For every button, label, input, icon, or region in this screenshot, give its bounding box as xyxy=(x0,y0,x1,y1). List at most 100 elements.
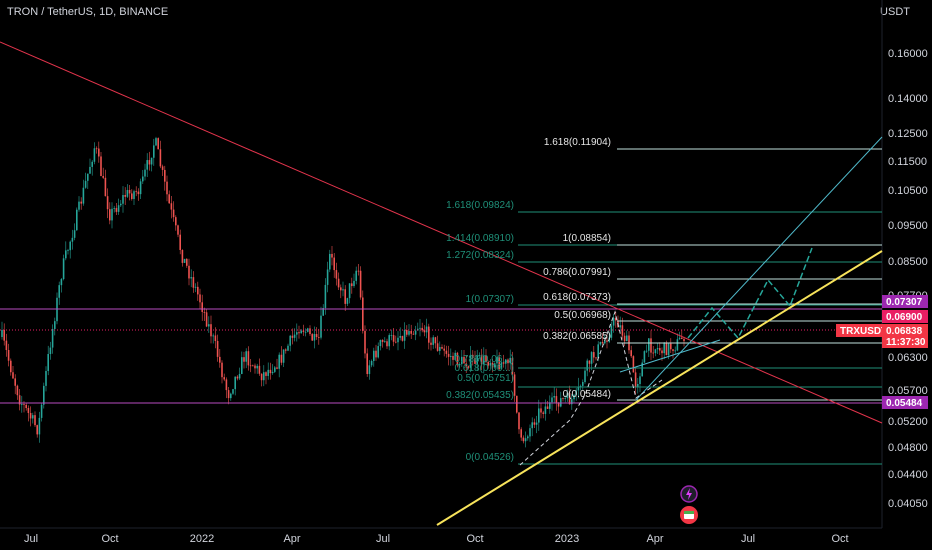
candle-body xyxy=(665,342,668,356)
candle-body xyxy=(263,372,265,381)
fib-left-label: 0.786(0.06...) xyxy=(455,354,514,365)
candle-body xyxy=(392,335,395,342)
candle-body xyxy=(661,350,663,354)
candle-body xyxy=(676,339,679,351)
y-axis[interactable]: 0.16000 0.14000 0.12500 0.11500 0.10500 0.095… xyxy=(888,48,928,510)
channel-upper-line xyxy=(635,136,883,401)
candle-body xyxy=(76,209,78,231)
candle-body xyxy=(65,250,67,259)
price-tag-label: 11:37:30 xyxy=(886,337,926,348)
candle-body xyxy=(474,358,476,364)
candle-body xyxy=(573,394,575,400)
price-tag-bg xyxy=(836,324,882,337)
candle-body xyxy=(344,289,346,304)
candle-body xyxy=(73,230,76,238)
candle-body xyxy=(524,438,527,442)
candle-body xyxy=(432,337,434,345)
candle-body xyxy=(293,334,296,338)
candle-body xyxy=(445,350,448,354)
candle-body xyxy=(571,399,573,405)
fib-right-label: 0.5(0.06968) xyxy=(554,310,611,321)
candle-body xyxy=(109,209,111,221)
y-tick-label: 0.08500 xyxy=(888,256,928,268)
price-tag-label: 0.06900 xyxy=(886,312,923,323)
y-tick-label: 0.10500 xyxy=(888,185,928,197)
uptrend-line xyxy=(436,250,883,526)
candle-body xyxy=(456,352,459,366)
candle-body xyxy=(27,407,30,413)
candle-body xyxy=(309,328,311,335)
candle-body xyxy=(586,360,588,371)
candle-body xyxy=(538,408,540,423)
candle-body xyxy=(634,372,637,387)
fib-left-lines xyxy=(518,211,882,465)
candle-body xyxy=(549,402,551,409)
candle-body xyxy=(465,363,467,367)
candle-body xyxy=(148,160,151,165)
x-tick-label: Oct xyxy=(466,533,483,545)
candle-body xyxy=(181,249,184,263)
candle-body xyxy=(542,412,544,414)
candle-body xyxy=(258,365,261,374)
earnings-icon[interactable] xyxy=(680,506,698,524)
candle-body xyxy=(546,406,549,409)
candle-body xyxy=(522,437,525,442)
candle-body xyxy=(192,277,195,288)
candle-body xyxy=(153,145,155,158)
candle-body xyxy=(318,337,320,338)
candle-body xyxy=(505,359,507,364)
candle-body xyxy=(650,338,652,353)
y-tick-label: 0.11500 xyxy=(888,156,927,168)
candle-body xyxy=(342,289,344,291)
candle-body xyxy=(296,332,298,335)
candle-body xyxy=(170,203,173,210)
candle-body xyxy=(78,201,80,210)
candle-body xyxy=(89,166,91,174)
candle-body xyxy=(557,402,560,407)
y-tick-label: 0.12500 xyxy=(888,128,928,140)
candle-body xyxy=(329,253,331,270)
candle-body xyxy=(513,374,516,396)
y-tick-label: 0.16000 xyxy=(888,48,928,60)
x-axis[interactable]: Jul Oct 2022 Apr Jul Oct 2023 Apr Jul Oct xyxy=(24,533,849,545)
candle-body xyxy=(186,258,188,266)
candle-body xyxy=(326,269,329,285)
candle-body xyxy=(463,356,465,364)
candle-body xyxy=(560,398,562,407)
y-tick-label: 0.06300 xyxy=(888,352,928,364)
candle-body xyxy=(340,287,342,291)
candle-body xyxy=(421,327,423,331)
x-tick-label: Apr xyxy=(283,533,300,545)
candle-body xyxy=(641,362,643,377)
flash-icon[interactable] xyxy=(680,485,698,503)
candle-body xyxy=(71,237,74,242)
candle-body xyxy=(507,359,509,364)
candle-body xyxy=(428,326,430,343)
candle-body xyxy=(62,258,65,280)
candle-body xyxy=(102,175,104,178)
candle-body xyxy=(40,404,43,418)
candle-body xyxy=(615,317,617,321)
candle-body xyxy=(410,330,412,334)
fib-left-label: 1.414(0.08910) xyxy=(446,233,514,244)
candle-body xyxy=(161,166,164,170)
candle-body xyxy=(364,330,366,354)
y-tick-label: 0.05700 xyxy=(888,385,928,397)
candle-body xyxy=(375,350,377,358)
candle-body xyxy=(282,349,285,363)
candle-body xyxy=(159,149,162,167)
candle-body xyxy=(663,342,665,354)
candle-body xyxy=(399,336,401,338)
candle-body xyxy=(144,169,146,177)
candle-body xyxy=(12,372,14,379)
candle-body xyxy=(49,347,52,355)
candle-body xyxy=(450,355,452,357)
fib-right-label: 0(0.05484) xyxy=(563,389,611,400)
candle-body xyxy=(601,341,604,344)
candle-body xyxy=(115,207,118,212)
candle-body xyxy=(408,330,410,335)
candle-body xyxy=(45,370,47,386)
candle-body xyxy=(582,382,584,386)
y-tick-label: 0.04800 xyxy=(888,442,928,454)
